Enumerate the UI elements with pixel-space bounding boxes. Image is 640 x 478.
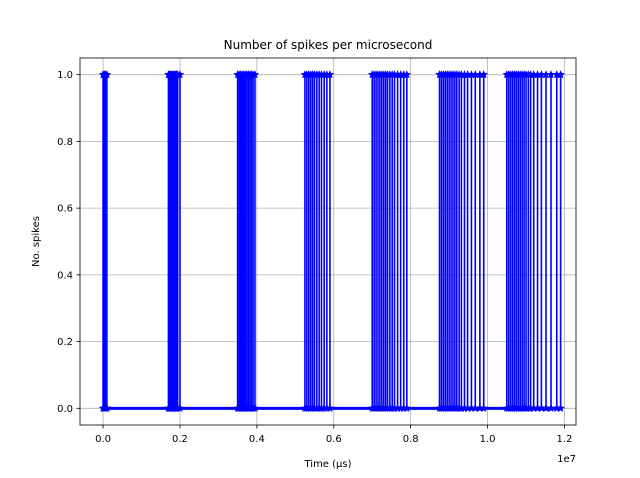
x-tick-label: 0.6 [326, 434, 342, 445]
x-tick-label: 0.4 [249, 434, 265, 445]
spike-marker-bottom [402, 403, 412, 413]
spike-marker-bottom [325, 403, 335, 413]
y-tick-label: 0.6 [57, 204, 73, 215]
y-tick-label: 1.0 [57, 70, 73, 81]
x-offset-label: 1e7 [557, 454, 576, 465]
x-tick-label: 0.8 [403, 434, 419, 445]
spike-marker-bottom [479, 403, 489, 413]
spike-marker-bottom [250, 403, 260, 413]
plot-frame [79, 57, 577, 426]
x-tick-label: 1.0 [480, 434, 496, 445]
x-tick-label: 1.2 [557, 434, 573, 445]
spike-marker-top [479, 70, 489, 79]
spike-marker-top [250, 70, 260, 79]
x-axis-label: Time (μs) [303, 459, 351, 470]
spike-marker-top [175, 70, 185, 79]
y-tick-label: 0.2 [57, 337, 73, 348]
spike-marker-bottom [556, 403, 566, 413]
x-tick-label: 0.2 [172, 434, 188, 445]
spike-marker-top [402, 70, 412, 79]
data-layer [98, 70, 566, 413]
y-tick-label: 0.4 [57, 270, 73, 281]
spike-marker-top [556, 70, 566, 79]
spike-marker-top [102, 70, 112, 79]
tick-layer: 0.0 0.2 0.4 0.6 0.8 1.0 1.2 0.0 0.2 0.4 0.6 0.8 1.0 [57, 70, 572, 445]
chart-title: Number of spikes per microsecond [224, 38, 433, 52]
x-tick-label: 0.0 [95, 434, 111, 445]
y-tick-label: 0.0 [57, 404, 73, 415]
spike-marker-bottom [102, 403, 112, 413]
y-tick-label: 0.8 [57, 137, 73, 148]
spike-marker-bottom [175, 403, 185, 413]
spike-marker-top [325, 70, 335, 79]
y-axis-label: No. spikes [31, 216, 42, 267]
